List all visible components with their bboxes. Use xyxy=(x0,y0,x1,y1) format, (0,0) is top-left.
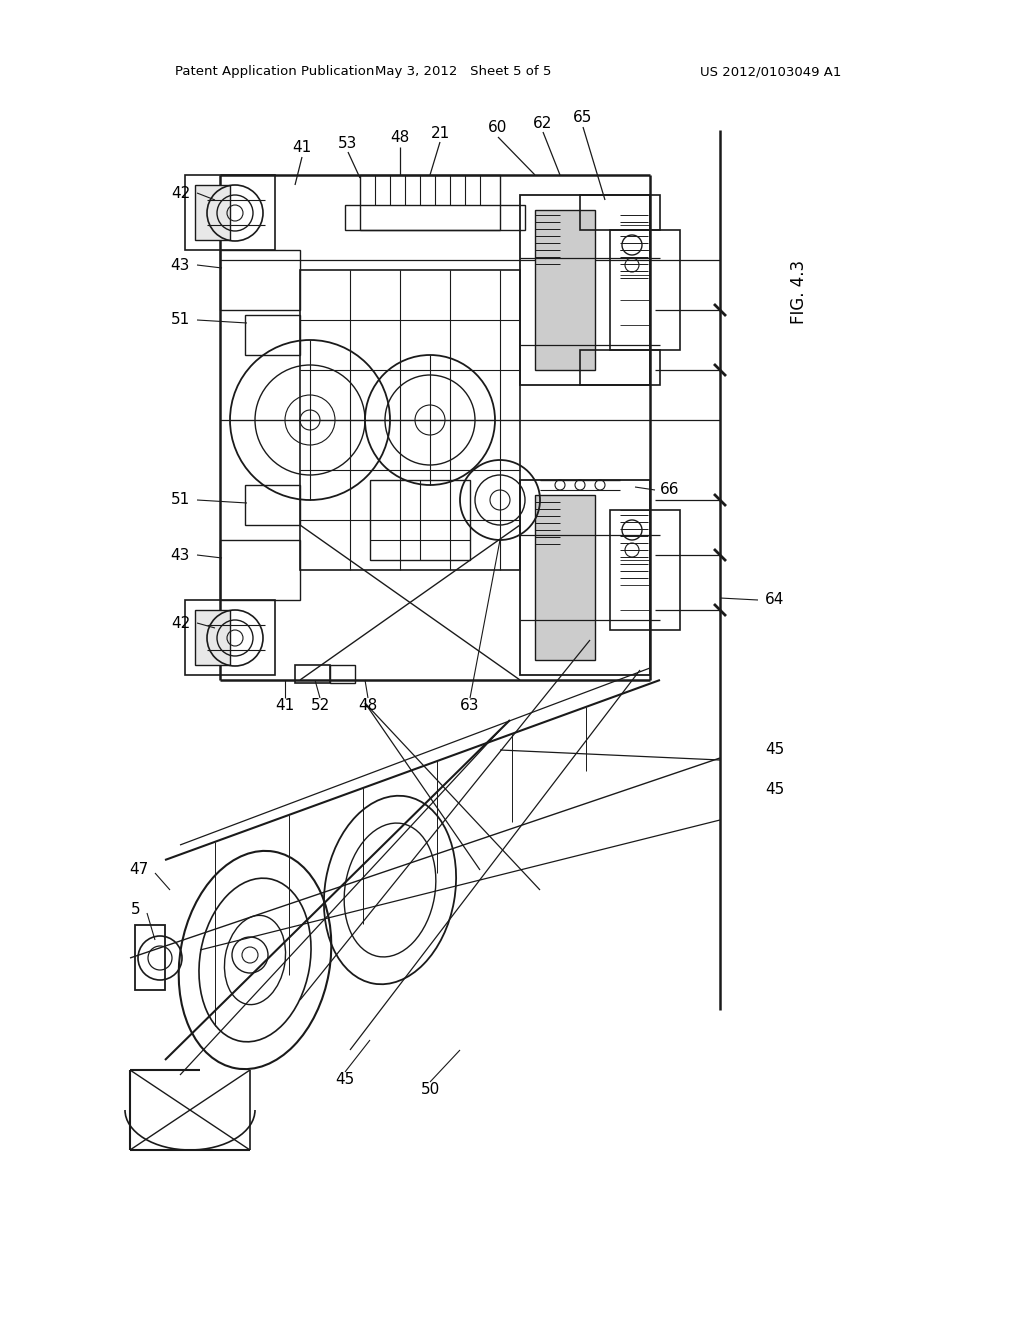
Bar xyxy=(345,205,525,230)
Text: 53: 53 xyxy=(338,136,357,150)
Text: 47: 47 xyxy=(129,862,148,878)
Bar xyxy=(370,480,470,560)
Text: 66: 66 xyxy=(660,483,680,498)
Text: 43: 43 xyxy=(171,548,190,562)
Text: 51: 51 xyxy=(171,313,190,327)
Bar xyxy=(535,495,595,660)
Bar xyxy=(195,185,230,240)
Bar xyxy=(580,350,660,385)
Text: US 2012/0103049 A1: US 2012/0103049 A1 xyxy=(700,66,842,78)
Text: 43: 43 xyxy=(171,257,190,272)
Text: 45: 45 xyxy=(765,742,784,758)
Bar xyxy=(245,484,300,525)
Bar xyxy=(220,249,300,310)
Text: 45: 45 xyxy=(765,783,784,797)
Text: 50: 50 xyxy=(421,1082,439,1097)
Bar xyxy=(535,210,595,370)
Text: 48: 48 xyxy=(390,131,410,145)
Text: 51: 51 xyxy=(171,492,190,507)
Bar xyxy=(300,271,520,570)
Bar xyxy=(580,195,660,230)
Bar xyxy=(135,925,165,990)
Bar xyxy=(245,315,300,355)
Text: 42: 42 xyxy=(171,615,190,631)
Text: 60: 60 xyxy=(488,120,508,136)
Text: 42: 42 xyxy=(171,186,190,201)
Bar xyxy=(195,610,230,665)
Text: 52: 52 xyxy=(310,697,330,713)
Text: Patent Application Publication: Patent Application Publication xyxy=(175,66,375,78)
Text: 21: 21 xyxy=(430,125,450,140)
Text: 45: 45 xyxy=(336,1072,354,1088)
Bar xyxy=(520,480,650,675)
Text: 48: 48 xyxy=(358,697,378,713)
Bar xyxy=(330,665,355,682)
Text: 41: 41 xyxy=(293,140,311,156)
Bar xyxy=(185,176,275,249)
Text: FIG. 4.3: FIG. 4.3 xyxy=(790,260,808,325)
Text: 63: 63 xyxy=(460,697,480,713)
Bar xyxy=(220,540,300,601)
Text: 64: 64 xyxy=(765,593,784,607)
Text: 5: 5 xyxy=(130,903,140,917)
Text: 65: 65 xyxy=(573,111,593,125)
Text: 41: 41 xyxy=(275,697,295,713)
Text: May 3, 2012   Sheet 5 of 5: May 3, 2012 Sheet 5 of 5 xyxy=(375,66,551,78)
Bar xyxy=(610,510,680,630)
Bar xyxy=(185,601,275,675)
Bar xyxy=(360,176,500,230)
Bar xyxy=(295,665,330,682)
Text: 62: 62 xyxy=(534,116,553,131)
Bar xyxy=(520,195,650,385)
Bar xyxy=(610,230,680,350)
